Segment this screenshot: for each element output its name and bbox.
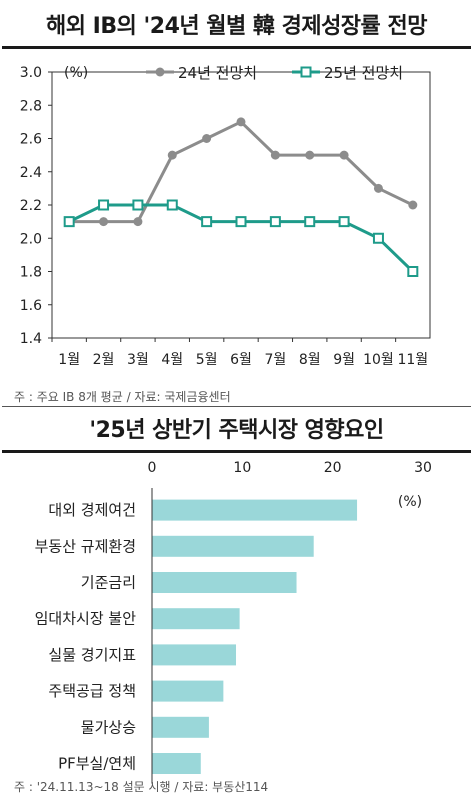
line-chart-note: 주 : 주요 IB 8개 평균 / 자료: 국제금융센터 bbox=[14, 390, 231, 404]
x-tick-label: 1월 bbox=[58, 352, 80, 368]
bar-category-label: PF부실/연체 bbox=[58, 755, 136, 773]
series-1-point bbox=[373, 183, 383, 193]
line-chart: 3.0 2.8 2.6 2.4 2.2 2.0 1.8 1.6 1.4 (%) 1월 2월 3월 4월 5월… bbox=[20, 64, 431, 368]
series-line-1 bbox=[69, 120, 414, 224]
bar-category-label: 부동산 규제환경 bbox=[35, 537, 136, 555]
x-tick-label: 6월 bbox=[230, 352, 252, 368]
bar bbox=[152, 572, 297, 593]
x-tick-label: 8월 bbox=[299, 352, 321, 368]
series-1-point bbox=[167, 150, 177, 160]
bar bbox=[152, 499, 358, 521]
series-2-point bbox=[201, 216, 213, 228]
legend-label-2: 25년 전망치 bbox=[324, 64, 403, 82]
series-1-point bbox=[133, 217, 143, 227]
y-tick-label: 2.0 bbox=[20, 231, 42, 247]
y-tick-label: 3.0 bbox=[20, 65, 42, 81]
bar-category-label: 실물 경기지표 bbox=[48, 646, 136, 664]
x-tick-label: 4월 bbox=[161, 352, 183, 368]
bar-chart-title: '25년 상반기 주택시장 영향요인 bbox=[89, 418, 384, 443]
series-2-point bbox=[269, 216, 281, 228]
legend-label-1: 24년 전망치 bbox=[178, 64, 257, 82]
series-1-point bbox=[305, 150, 315, 160]
bar bbox=[152, 716, 209, 738]
bar-category-label: 기준금리 bbox=[81, 574, 136, 592]
x-tick-label: 30 bbox=[414, 460, 432, 476]
x-unit-label: (%) bbox=[398, 494, 422, 510]
x-tick-label: 2월 bbox=[93, 352, 115, 368]
bar bbox=[152, 753, 201, 774]
y-unit-label: (%) bbox=[64, 65, 88, 81]
y-tick-label: 1.8 bbox=[20, 265, 42, 281]
series-2-point bbox=[166, 199, 178, 211]
y-tick-label: 2.2 bbox=[20, 198, 42, 214]
bar-category-label: 물가상승 bbox=[81, 718, 136, 736]
series-1-point bbox=[408, 200, 418, 210]
series-2-point bbox=[235, 216, 247, 228]
x-tick-label: 3월 bbox=[127, 352, 149, 368]
x-tick-label: 20 bbox=[324, 460, 342, 476]
y-tick-label: 1.6 bbox=[20, 298, 42, 314]
bar bbox=[152, 608, 240, 630]
series-2-point bbox=[132, 199, 144, 211]
series-2-point bbox=[338, 216, 350, 228]
x-tick-label: 11월 bbox=[397, 352, 428, 368]
title-divider-2 bbox=[2, 450, 471, 453]
line-chart-title: 해외 IB의 '24년 월별 韓 경제성장률 전망 bbox=[46, 14, 427, 39]
bar-category-label: 임대차시장 불안 bbox=[35, 610, 137, 628]
x-tick-label: 10월 bbox=[363, 352, 394, 368]
series-1-point bbox=[236, 117, 246, 127]
series-2-point bbox=[407, 266, 419, 277]
bar-category-label: 대외 경제여건 bbox=[48, 501, 136, 519]
section-divider bbox=[2, 406, 471, 407]
series-2-point bbox=[98, 199, 110, 211]
series-1-point bbox=[99, 217, 109, 227]
legend-marker-2 bbox=[300, 66, 312, 78]
y-tick-label: 2.8 bbox=[20, 98, 42, 114]
bar-chart-note: 주 : '24.11.13~18 설문 시행 / 자료: 부동산114 bbox=[14, 780, 269, 794]
series-1-point bbox=[270, 150, 280, 160]
series-2-point bbox=[372, 232, 384, 244]
x-tick-label: 0 bbox=[148, 460, 157, 476]
x-tick-label: 9월 bbox=[333, 352, 355, 368]
bar-category-label: 주택공급 정책 bbox=[48, 682, 136, 700]
y-tick-label: 2.4 bbox=[20, 165, 42, 181]
series-1-point bbox=[339, 150, 349, 160]
bar bbox=[152, 644, 237, 666]
bar bbox=[152, 535, 314, 557]
series-2-point bbox=[304, 216, 316, 228]
x-tick-label: 7월 bbox=[264, 352, 286, 368]
x-tick-label: 5월 bbox=[196, 352, 218, 368]
x-tick-label: 10 bbox=[233, 460, 251, 476]
bar bbox=[152, 680, 224, 702]
series-2-point bbox=[63, 216, 75, 228]
title-divider bbox=[2, 46, 471, 49]
y-tick-label: 1.4 bbox=[20, 331, 42, 347]
legend-marker-1 bbox=[155, 67, 165, 77]
series-line-2 bbox=[68, 203, 414, 273]
series-1-point bbox=[202, 134, 212, 143]
y-tick-label: 2.6 bbox=[20, 132, 42, 148]
